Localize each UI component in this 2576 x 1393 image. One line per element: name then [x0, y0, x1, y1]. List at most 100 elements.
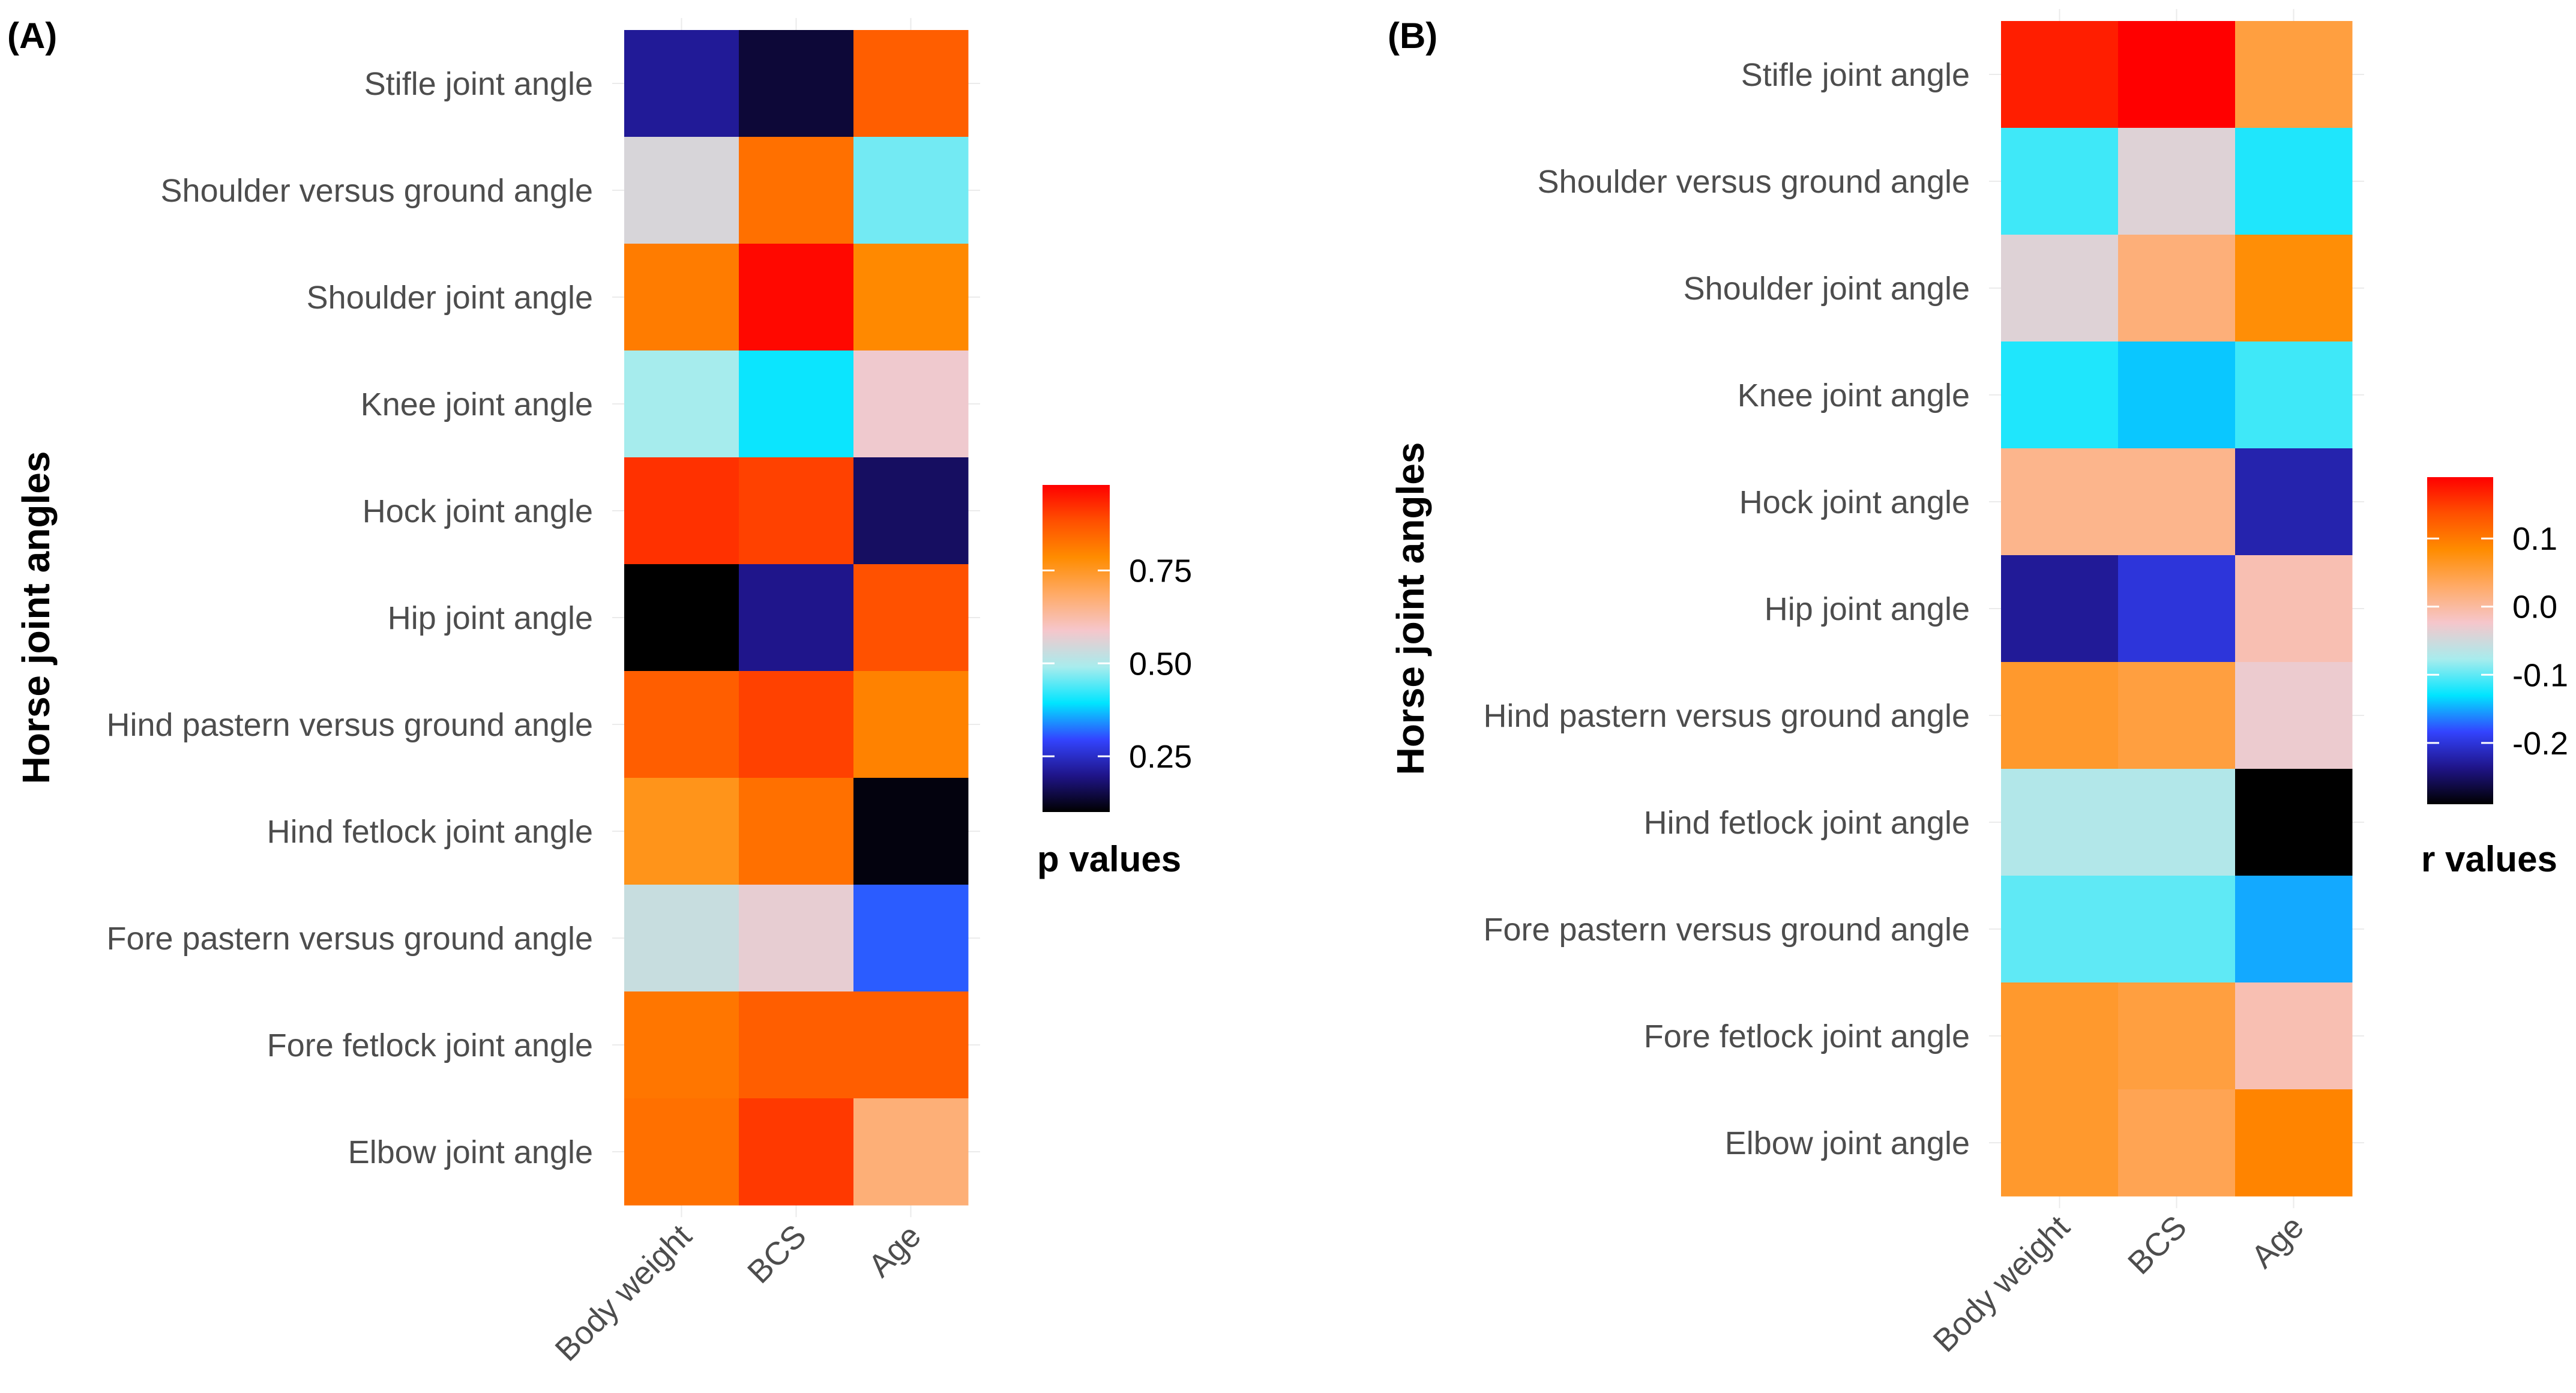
- heatmap-cell: [2235, 662, 2353, 769]
- y-tick-label: Fore pastern versus ground angle: [1484, 912, 1970, 948]
- heatmap-cell: [739, 351, 854, 458]
- heatmap-cell: [2118, 1089, 2236, 1197]
- y-tick-label: Hind pastern versus ground angle: [1483, 698, 1970, 734]
- y-tick-label: Shoulder joint angle: [307, 280, 593, 316]
- y-tick-label: Knee joint angle: [361, 387, 593, 423]
- y-axis-title: Horse joint angles: [14, 451, 58, 784]
- y-tick-label: Hind fetlock joint angle: [1644, 805, 1970, 841]
- heatmap-cell: [2118, 982, 2236, 1090]
- legend-colorbar: [1043, 485, 1110, 812]
- legend-tick-label: 0.75: [1129, 553, 1192, 589]
- y-tick-label: Hind fetlock joint angle: [267, 814, 593, 850]
- heatmap-cell: [624, 564, 739, 672]
- x-tick-label: Body weight: [549, 1218, 699, 1368]
- heatmap-cell: [2118, 769, 2236, 876]
- heatmap-cell: [624, 885, 739, 992]
- x-tick-label: BCS: [741, 1218, 813, 1290]
- y-tick-label: Stifle joint angle: [1741, 57, 1970, 93]
- heatmap-cell: [624, 351, 739, 458]
- y-tick-label: Hip joint angle: [388, 600, 593, 636]
- heatmap-cell: [2001, 448, 2119, 556]
- heatmap-cell: [2235, 555, 2353, 663]
- heatmap-cell: [2001, 1089, 2119, 1197]
- heatmap-cell: [624, 244, 739, 351]
- legend-tick-label: 0.25: [1129, 739, 1192, 775]
- heatmap-cell: [2235, 876, 2353, 983]
- y-tick-label: Hock joint angle: [363, 493, 593, 529]
- heatmap-cell: [739, 671, 854, 778]
- heatmap-cell: [2235, 1089, 2353, 1197]
- heatmap-cell: [853, 137, 969, 244]
- x-tick-label: BCS: [2121, 1209, 2194, 1281]
- y-tick-label: Hip joint angle: [1765, 591, 1970, 627]
- heatmap-cell: [2235, 769, 2353, 876]
- heatmap-cell: [853, 244, 969, 351]
- legend-tick-label: -0.1: [2512, 657, 2568, 693]
- heatmap-cell: [2118, 448, 2236, 556]
- y-tick-label: Elbow joint angle: [348, 1134, 593, 1170]
- heatmap-cell: [2001, 555, 2119, 663]
- panel-label: (A): [7, 16, 57, 56]
- legend-tick-label: 0.1: [2512, 521, 2557, 557]
- heatmap-cell: [624, 671, 739, 778]
- y-tick-label: Shoulder joint angle: [1684, 271, 1970, 307]
- legend-title: p values: [1037, 839, 1181, 879]
- heatmap-cell: [2001, 235, 2119, 342]
- heatmap-cell: [2001, 662, 2119, 769]
- heatmap-cell: [2235, 982, 2353, 1090]
- heatmap-cell: [2118, 341, 2236, 449]
- x-tick-label: Body weight: [1927, 1209, 2077, 1359]
- heatmap-cell: [739, 778, 854, 885]
- heatmap-cell: [2118, 662, 2236, 769]
- y-tick-label: Fore fetlock joint angle: [1644, 1018, 1970, 1055]
- legend-title: r values: [2421, 839, 2557, 879]
- x-tick-label: Age: [2245, 1209, 2311, 1275]
- legend-tick-label: -0.2: [2512, 726, 2568, 762]
- y-tick-label: Knee joint angle: [1738, 378, 1970, 414]
- heatmap-cell: [853, 1098, 969, 1206]
- heatmap-cell: [2235, 448, 2353, 556]
- heatmap-cell: [2118, 21, 2236, 128]
- heatmap-cell: [624, 778, 739, 885]
- heatmap-cell: [2001, 982, 2119, 1090]
- heatmap-cell: [739, 1098, 854, 1206]
- heatmap-cell: [624, 137, 739, 244]
- heatmap-cell: [739, 137, 854, 244]
- heatmap-cell: [739, 885, 854, 992]
- heatmap-cell: [853, 30, 969, 137]
- heatmap-cell: [2235, 128, 2353, 235]
- y-axis-title: Horse joint angles: [1389, 442, 1432, 775]
- heatmap-cell: [2118, 555, 2236, 663]
- heatmap-cell: [2001, 21, 2119, 128]
- heatmap-cell: [853, 885, 969, 992]
- panel-b-heatmap: (B) Horse joint angles Stifle joint angle S…: [1388, 9, 2568, 1359]
- heatmap-cell: [2118, 128, 2236, 235]
- heatmap-cell: [2001, 128, 2119, 235]
- heatmap-cell: [853, 564, 969, 672]
- y-tick-label: Hock joint angle: [1739, 484, 1970, 520]
- heatmap-cell: [853, 457, 969, 565]
- heatmap-cell: [739, 30, 854, 137]
- heatmap-cell: [2235, 235, 2353, 342]
- heatmap-cell: [2001, 341, 2119, 449]
- heatmap-cell: [2235, 341, 2353, 449]
- heatmap-cell: [739, 991, 854, 1099]
- heatmap-cell: [624, 1098, 739, 1206]
- y-tick-label: Fore fetlock joint angle: [267, 1027, 593, 1064]
- heatmap-cell: [2118, 876, 2236, 983]
- heatmap-cell: [2235, 21, 2353, 128]
- heatmap-cell: [2001, 876, 2119, 983]
- heatmap-cell: [853, 778, 969, 885]
- y-tick-label: Shoulder versus ground angle: [1538, 164, 1970, 200]
- heatmap-cell: [853, 671, 969, 778]
- heatmap-cell: [853, 991, 969, 1099]
- heatmap-cell: [2118, 235, 2236, 342]
- heatmap-cell: [2001, 769, 2119, 876]
- y-tick-label: Stifle joint angle: [364, 66, 593, 102]
- heatmap-cell: [739, 564, 854, 672]
- heatmap-cell: [739, 457, 854, 565]
- heatmap-cell: [739, 244, 854, 351]
- y-tick-label: Shoulder versus ground angle: [161, 173, 593, 209]
- y-tick-label: Elbow joint angle: [1725, 1125, 1970, 1161]
